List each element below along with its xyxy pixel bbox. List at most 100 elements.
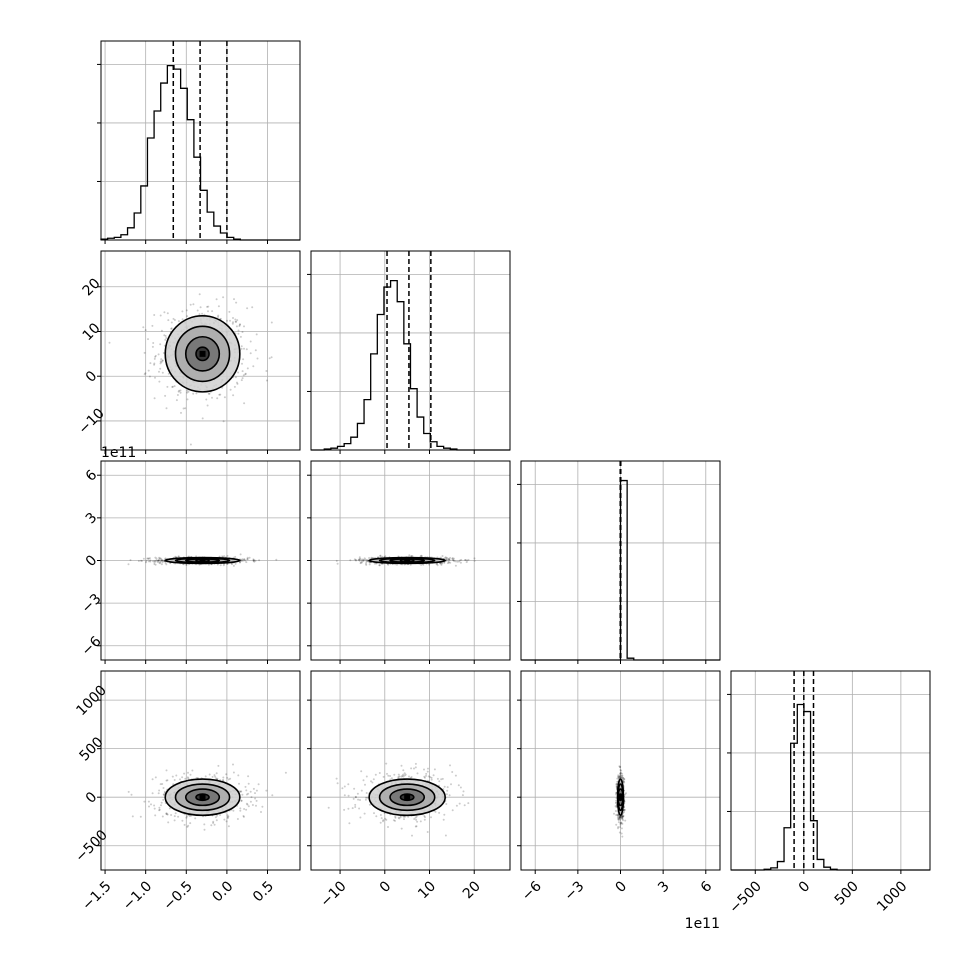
histogram-1 — [311, 280, 510, 451]
scatter-point — [336, 782, 339, 785]
scatter-point — [419, 820, 422, 823]
scatter-point — [247, 782, 250, 785]
scatter-point — [411, 834, 413, 837]
scatter-point — [227, 778, 230, 781]
scatter-point — [362, 559, 365, 562]
scatter-point — [415, 815, 418, 818]
scatter-point — [619, 769, 622, 771]
scatter-point — [216, 777, 219, 780]
scatter-point — [467, 558, 470, 561]
scatter-point — [171, 386, 174, 388]
scatter-point — [420, 554, 423, 557]
scatter-point — [352, 797, 355, 800]
scatter-point — [154, 354, 157, 357]
scatter-point — [454, 560, 457, 563]
scatter-point — [365, 559, 368, 562]
scatter-point — [158, 556, 161, 559]
scatter-point — [618, 817, 621, 820]
scatter-point — [360, 789, 363, 792]
scatter-point — [151, 345, 154, 348]
scatter-point — [195, 392, 198, 395]
scatter-point — [144, 329, 147, 332]
scatter-point — [186, 391, 189, 394]
scatter-point — [212, 822, 215, 824]
scatter-point — [409, 563, 412, 566]
scatter-point — [420, 563, 423, 566]
scatter-point — [617, 818, 620, 821]
scatter-point — [186, 389, 189, 392]
scatter-point — [389, 775, 392, 777]
scatter-point — [617, 819, 620, 821]
scatter-point — [432, 774, 435, 777]
scatter-point — [154, 814, 157, 817]
scatter-point — [147, 557, 150, 560]
scatter-point — [473, 559, 476, 562]
scatter-point — [265, 370, 268, 372]
scatter-point — [238, 323, 241, 326]
scatter-point — [232, 317, 234, 319]
scatter-point — [219, 393, 222, 396]
scatter-point — [186, 815, 188, 818]
scatter-point — [359, 562, 362, 565]
scatter-point — [619, 775, 621, 778]
scatter-point — [394, 816, 397, 819]
scatter-point — [164, 335, 167, 337]
scatter-point — [444, 556, 447, 559]
scatter-point — [448, 559, 451, 561]
scatter-point — [413, 767, 415, 770]
scatter-point — [347, 794, 350, 797]
scatter-point — [335, 777, 338, 780]
scatter-point — [234, 562, 237, 565]
scatter-point — [158, 809, 161, 812]
scatter-point — [617, 821, 620, 824]
scatter-point — [249, 340, 252, 343]
y-tick-label: 3 — [83, 510, 101, 528]
scatter-point — [247, 805, 250, 808]
scatter-point — [159, 557, 162, 560]
scatter-point — [402, 775, 405, 778]
scatter-point — [207, 392, 210, 395]
scatter-point — [153, 563, 156, 565]
scatter-point — [152, 342, 155, 344]
scatter-point — [623, 781, 626, 784]
scatter-point — [447, 558, 450, 561]
scatter-point — [235, 325, 238, 328]
scatter-point — [149, 559, 152, 562]
scatter-point — [158, 559, 160, 562]
scatter-point — [173, 779, 176, 781]
scatter-point — [359, 799, 361, 801]
scatter-point — [621, 817, 623, 820]
scatter-point — [159, 362, 162, 365]
scatter-point — [154, 556, 157, 559]
scatter-point — [614, 810, 617, 812]
scatter-point — [239, 323, 241, 326]
scatter-point — [171, 775, 174, 778]
scatter-point — [215, 819, 218, 822]
scatter-point — [245, 802, 248, 805]
scatter-point — [174, 812, 177, 815]
scatter-point — [252, 365, 255, 368]
scatter-point — [199, 306, 202, 309]
scatter-point — [464, 559, 467, 561]
scatter-point — [240, 559, 243, 562]
scatter-point — [149, 560, 152, 563]
scatter-point — [402, 769, 405, 772]
scatter-point — [618, 831, 621, 834]
scatter-point — [397, 775, 400, 778]
scatter-point — [187, 777, 190, 780]
scatter-point — [415, 825, 418, 828]
scatter-point — [150, 803, 152, 806]
y-tick-label: 1000 — [73, 683, 110, 720]
scatter-point — [162, 559, 165, 562]
scatter-point — [359, 816, 362, 819]
scatter-point — [219, 317, 222, 320]
scatter-point — [256, 357, 259, 360]
scatter-point — [255, 333, 258, 336]
scatter-point — [411, 555, 414, 558]
scatter-point — [440, 563, 443, 566]
scatter-point — [618, 817, 621, 820]
scatter-point — [137, 560, 140, 562]
scatter-point — [160, 559, 163, 562]
scatter-point — [239, 553, 242, 556]
scatter-point — [165, 812, 168, 815]
